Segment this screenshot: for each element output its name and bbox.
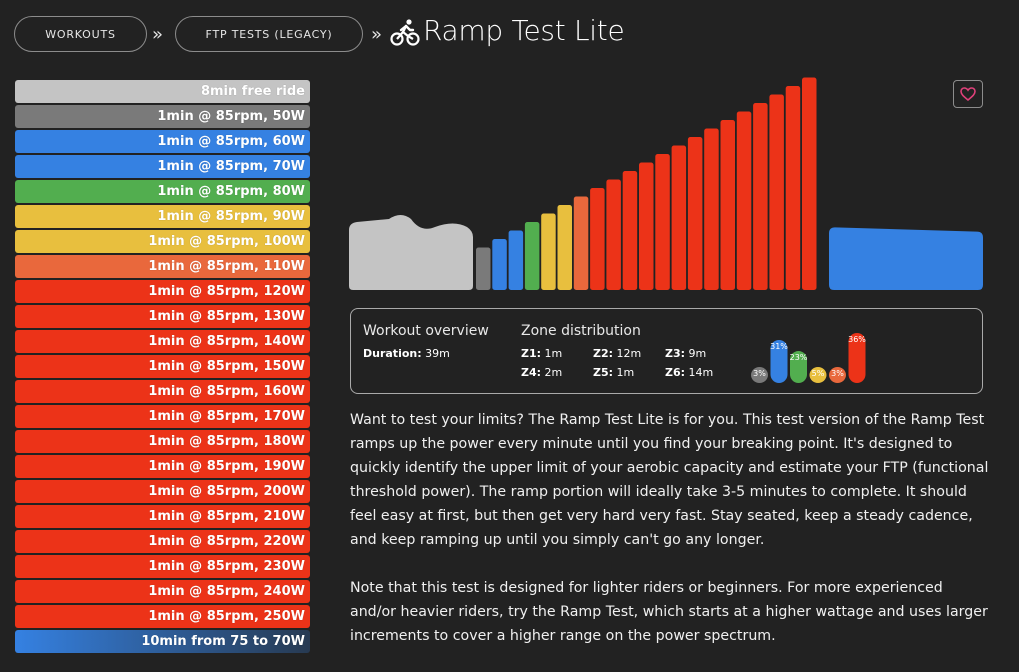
ramp-interval-bar: [622, 171, 638, 290]
breadcrumb-workouts[interactable]: WORKOUTS: [14, 16, 147, 52]
segment-row: 1min @ 85rpm, 130W: [15, 305, 310, 328]
zone-label: Z2:: [593, 347, 614, 360]
breadcrumb-separator: »: [371, 24, 383, 45]
cyclist-icon: [390, 19, 420, 46]
segment-row: 1min @ 85rpm, 220W: [15, 530, 310, 553]
ramp-interval-bar: [606, 179, 621, 290]
zone-label: Z4:: [521, 366, 542, 379]
zone-bar-label: 36%: [848, 335, 866, 344]
overview-heading: Workout overview: [363, 323, 489, 339]
description-paragraph: Want to test your limits? The Ramp Test …: [350, 412, 989, 548]
zone-stat-z6: Z6: 14m: [665, 366, 713, 379]
segment-row: 1min @ 85rpm, 120W: [15, 280, 310, 303]
zone-stat-z5: Z5: 1m: [593, 366, 634, 379]
zone-value: 1m: [544, 347, 563, 360]
zone-label: Z5:: [593, 366, 614, 379]
zone-label: Z3:: [665, 347, 686, 360]
segment-row: 1min @ 85rpm, 240W: [15, 580, 310, 603]
ramp-interval-bar: [508, 230, 524, 290]
zone-bar-label: 23%: [790, 353, 808, 362]
zone-bar-label: 5%: [812, 369, 825, 378]
segment-list: 8min free ride 1min @ 85rpm, 50W 1min @ 85…: [15, 80, 310, 655]
ramp-interval-bar: [671, 145, 687, 290]
segment-row: 1min @ 85rpm, 80W: [15, 180, 310, 203]
duration-label: Duration:: [363, 347, 422, 360]
ramp-interval-bar: [720, 120, 735, 290]
workout-profile-chart: [349, 77, 983, 290]
ramp-interval-bar: [753, 103, 768, 290]
segment-row: 1min @ 85rpm, 190W: [15, 455, 310, 478]
ramp-interval-bar: [476, 247, 491, 290]
favorite-button[interactable]: [953, 80, 983, 108]
zone-bar-z1: [751, 367, 768, 383]
zone-bar-label: 3%: [753, 369, 766, 378]
breadcrumb-workouts-label: WORKOUTS: [45, 27, 116, 41]
zone-bar-z3: [790, 351, 807, 383]
zone-stat-z4: Z4: 2m: [521, 366, 562, 379]
ramp-interval-bar: [704, 128, 719, 290]
segment-row: 1min @ 85rpm, 170W: [15, 405, 310, 428]
workout-description: Want to test your limits? The Ramp Test …: [350, 408, 990, 672]
zone-bar-z2: [770, 339, 788, 383]
zone-stat-z3: Z3: 9m: [665, 347, 706, 360]
zone-value: 12m: [616, 347, 642, 360]
ramp-interval-bar: [590, 188, 605, 290]
duration: Duration: 39m: [363, 347, 450, 360]
ramp-interval-bar: [492, 239, 507, 290]
zone-value: 9m: [688, 347, 707, 360]
ramp-interval-bar: [769, 94, 784, 290]
duration-value: 39m: [425, 347, 450, 360]
breadcrumb-separator: »: [152, 24, 164, 45]
segment-row: 1min @ 85rpm, 110W: [15, 255, 310, 278]
warmup-block: [349, 215, 473, 290]
ramp-interval-bar: [785, 86, 801, 290]
ramp-interval-bar: [524, 222, 540, 290]
segment-row: 1min @ 85rpm, 210W: [15, 505, 310, 528]
segment-row: 1min @ 85rpm, 90W: [15, 205, 310, 228]
segment-row: 1min @ 85rpm, 160W: [15, 380, 310, 403]
ramp-interval-bar: [687, 137, 703, 290]
segment-row: 1min @ 85rpm, 140W: [15, 330, 310, 353]
segment-row: 1min @ 85rpm, 150W: [15, 355, 310, 378]
description-paragraph: Note that this test is designed for ligh…: [350, 580, 988, 644]
ramp-interval-bar: [557, 205, 572, 290]
zone-bar-z6: [848, 333, 866, 383]
zone-label: Z6:: [665, 366, 686, 379]
zone-value: 14m: [688, 366, 714, 379]
ramp-interval-bar: [573, 196, 589, 290]
breadcrumb-ftp-tests[interactable]: FTP TESTS (LEGACY): [175, 16, 363, 52]
heart-icon: [960, 87, 976, 101]
ramp-interval-bar: [655, 154, 670, 290]
zone-distribution-heading: Zone distribution: [521, 323, 641, 339]
zone-bar-z5: [829, 367, 846, 383]
segment-row: 1min @ 85rpm, 250W: [15, 605, 310, 628]
zone-label: Z1:: [521, 347, 542, 360]
ramp-interval-bar: [802, 77, 817, 290]
zone-distribution-chart: 3% 31%23% 5% 3% 36%: [751, 333, 866, 383]
segment-row: 10min from 75 to 70W: [15, 630, 310, 653]
zone-bar-label: 31%: [770, 342, 788, 351]
breadcrumb-ftp-tests-label: FTP TESTS (LEGACY): [205, 27, 333, 41]
zone-bar-z4: [809, 367, 827, 383]
zone-stat-z2: Z2: 12m: [593, 347, 641, 360]
page-title: Ramp Test Lite: [423, 14, 625, 47]
segment-row: 1min @ 85rpm, 230W: [15, 555, 310, 578]
segment-row: 8min free ride: [15, 80, 310, 103]
zone-stat-z1: Z1: 1m: [521, 347, 562, 360]
workout-overview-panel: Workout overview Duration: 39m Zone dist…: [350, 308, 983, 394]
segment-row: 1min @ 85rpm, 70W: [15, 155, 310, 178]
ramp-interval-bar: [541, 213, 556, 290]
segment-row: 1min @ 85rpm, 50W: [15, 105, 310, 128]
segment-row: 1min @ 85rpm, 60W: [15, 130, 310, 153]
ramp-interval-bar: [736, 111, 752, 290]
zone-value: 2m: [544, 366, 563, 379]
zone-value: 1m: [616, 366, 635, 379]
segment-row: 1min @ 85rpm, 180W: [15, 430, 310, 453]
segment-row: 1min @ 85rpm, 200W: [15, 480, 310, 503]
segment-row: 1min @ 85rpm, 100W: [15, 230, 310, 253]
zone-bar-label: 3%: [831, 369, 844, 378]
cooldown-block: [829, 227, 983, 290]
ramp-interval-bar: [639, 162, 654, 290]
